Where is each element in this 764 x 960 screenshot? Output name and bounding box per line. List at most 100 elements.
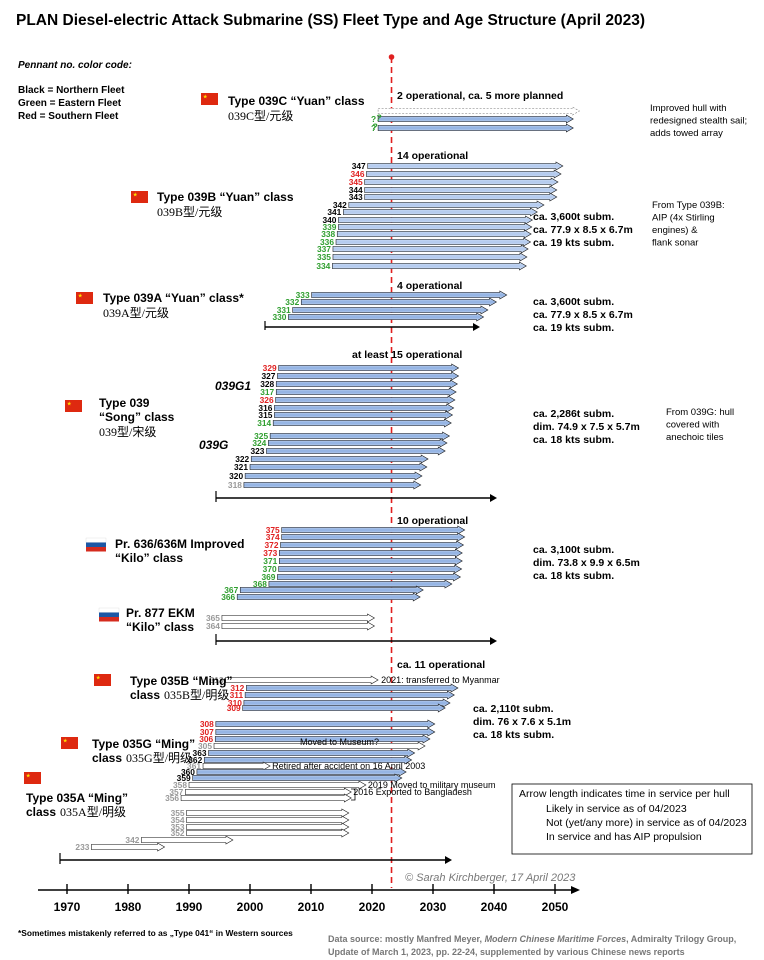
hull-arrow-339	[338, 222, 533, 232]
legend: Arrow length indicates time in service p…	[511, 783, 753, 855]
x-tick-label: 2050	[542, 900, 569, 914]
class-note: anechoic tiles	[666, 432, 724, 443]
hull-arrow-344	[364, 185, 558, 195]
pennant-label-328: 328	[260, 379, 274, 389]
pennant-label-344: 344	[349, 185, 363, 195]
class-name-line2: class 035B型/明级	[130, 688, 229, 702]
china-flag-icon	[131, 191, 148, 203]
pennant-label-311: 311	[230, 690, 244, 700]
flag-stripe-blue	[86, 542, 106, 547]
pennant-label-?: ?	[371, 114, 376, 124]
china-flag-icon	[94, 674, 111, 686]
class-name: Type 035B “Ming”	[130, 674, 232, 688]
class-spec: ca. 2,110t subm.	[473, 703, 554, 715]
class-note: From 039G: hull	[666, 407, 734, 418]
flag-star	[63, 738, 68, 743]
hull-arrow-331	[292, 305, 489, 315]
pennant-label-320: 320	[229, 471, 243, 481]
hull-arrow-planned	[377, 106, 580, 116]
pennant-label-367: 367	[224, 585, 238, 595]
hull-arrow-346	[366, 169, 562, 179]
pennant-label-unknown: ?	[376, 113, 382, 123]
class-status: ca. 11 operational	[397, 659, 485, 671]
pennant-label-310: 310	[228, 698, 242, 708]
pennant-label-323: 323	[250, 446, 264, 456]
class-spec: dim. 74.9 x 7.5 x 5.7m	[533, 421, 640, 433]
class-chinese-name: 039C型/元级	[228, 109, 293, 123]
hull-arrow-233	[91, 842, 166, 852]
hull-arrow-306	[214, 734, 431, 744]
class-status: 10 operational	[397, 515, 468, 527]
hull-arrow-365	[221, 613, 375, 623]
hull-arrow-308	[215, 719, 436, 729]
class-chinese-name: 035G型/明级	[126, 751, 192, 765]
flag-star	[26, 773, 31, 778]
hull-arrow-316	[274, 403, 455, 413]
legend-heading: Arrow length indicates time in service p…	[519, 788, 730, 800]
legend-label-aip: In service and has AIP propulsion	[546, 831, 702, 843]
pennant-label-334: 334	[316, 261, 330, 271]
hull-arrow-305	[213, 741, 426, 751]
hull-arrow-318	[243, 480, 422, 490]
pennant-label-342: 342	[125, 835, 139, 845]
flag-field	[61, 737, 78, 749]
class-name: Type 039	[99, 396, 150, 410]
pennant-label-307: 307	[200, 727, 214, 737]
pennant-label-324: 324	[252, 438, 266, 448]
pennant-label-361: 361	[187, 761, 201, 771]
flag-field	[24, 772, 41, 784]
flag-field	[76, 292, 93, 304]
color-code-northern: Black = Northern Fleet	[18, 85, 125, 96]
china-flag-icon	[61, 737, 78, 749]
pennant-label-356: 356	[165, 793, 179, 803]
hull-arrow-364	[221, 621, 375, 631]
hull-note: 2019 Moved to military museum	[368, 780, 496, 790]
class-spec: dim. 76 x 7.6 x 5.1m	[473, 716, 571, 728]
hull-arrow-369	[277, 572, 462, 582]
pennant-label-354: 354	[171, 815, 185, 825]
pennant-label-333: 333	[296, 290, 310, 300]
pennant-label-355: 355	[171, 808, 185, 818]
hull-arrow-325	[269, 431, 451, 441]
hull-arrow-361	[202, 761, 271, 771]
class-name-line2: “Kilo” class	[126, 620, 194, 634]
pennant-label-unknown: ?	[372, 122, 378, 132]
credit: © Sarah Kirchberger, 17 April 2023	[405, 872, 576, 884]
flag-star	[133, 192, 138, 197]
pennant-label-372: 372	[265, 540, 279, 550]
pennant-label-327: 327	[261, 371, 275, 381]
pennant-label-318: 318	[228, 480, 242, 490]
hull-note: 2021: transferred to Myanmar	[381, 675, 500, 685]
class-spec: ca. 18 kts subm.	[473, 729, 554, 741]
source-book: Modern Chinese Maritime Forces	[485, 934, 627, 944]
hull-arrow-363	[208, 748, 416, 758]
pennant-label-339: 339	[322, 222, 336, 232]
hull-arrow-370	[278, 564, 463, 574]
pennant-label-375: 375	[266, 525, 280, 535]
hull-arrow-355	[186, 808, 350, 818]
pennant-label-313: 313	[210, 675, 224, 685]
pennant-label-330: 330	[272, 312, 286, 322]
class-status: 4 operational	[397, 280, 462, 292]
hull-arrow-366	[236, 592, 421, 602]
pennant-label-353: 353	[171, 822, 185, 832]
pennant-label-365: 365	[206, 613, 220, 623]
class-name-line2: “Song” class	[99, 410, 175, 424]
hull-arrow-332	[300, 297, 497, 307]
class-spec: ca. 19 kts subm.	[533, 237, 614, 249]
hull-arrow-314	[272, 418, 452, 428]
hull-arrow-329	[278, 363, 460, 373]
flag-star	[203, 94, 208, 99]
pennant-label-315: 315	[258, 410, 272, 420]
timeline-arrow-ming-head	[445, 856, 452, 864]
pennant-label-329: 329	[263, 363, 277, 373]
class-name: Type 035G “Ming”	[92, 737, 195, 751]
reference-year-dot	[388, 54, 395, 60]
flag-stripe-red	[99, 617, 119, 622]
class-spec: dim. 73.8 x 9.9 x 6.5m	[533, 557, 640, 569]
hull-arrow-342	[141, 835, 234, 845]
hull-arrow-317	[275, 387, 457, 397]
hull-arrow-372	[280, 540, 465, 550]
class-note: From Type 039B:	[652, 200, 725, 211]
